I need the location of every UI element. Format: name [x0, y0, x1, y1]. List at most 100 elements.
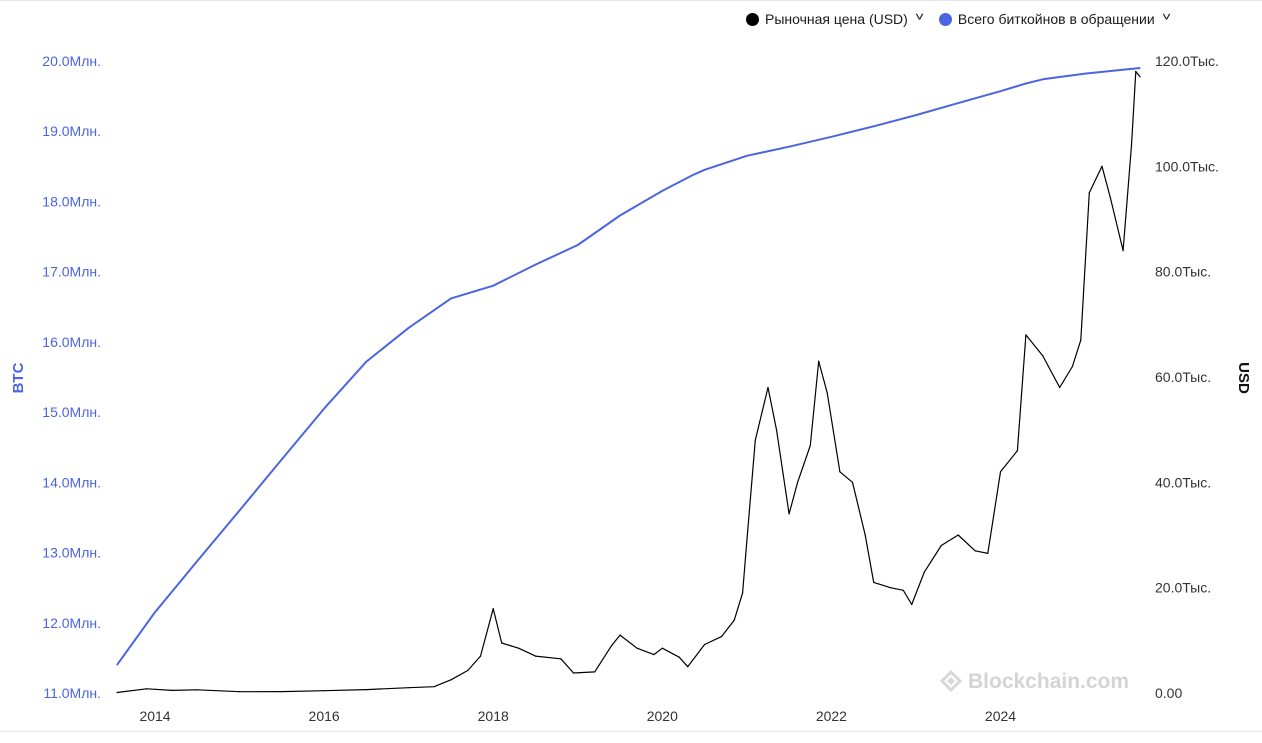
price-point	[171, 689, 173, 692]
left-tick-label: 13.0Млн.	[42, 545, 101, 561]
price-point	[923, 571, 926, 573]
price-point	[720, 636, 723, 638]
price-point	[534, 655, 537, 657]
right-tick-label: 20.0Тыс.	[1155, 580, 1211, 596]
supply-point	[619, 214, 621, 217]
price-point	[492, 608, 494, 610]
supply-point	[1025, 82, 1027, 85]
price-point	[281, 691, 283, 693]
price-point	[754, 439, 756, 441]
legend-supply-label: Всего биткойнов в обращении	[957, 11, 1155, 27]
price-point	[611, 645, 613, 647]
right-tick-label: 80.0Тыс.	[1155, 264, 1211, 280]
price-point	[940, 544, 942, 547]
price-point	[146, 688, 148, 690]
supply-point	[873, 125, 875, 127]
price-point	[116, 691, 118, 694]
price-point	[1122, 250, 1124, 252]
left-tick-label: 19.0Млн.	[42, 123, 101, 139]
supply-point	[957, 102, 959, 104]
left-tick-label: 14.0Млн.	[42, 474, 101, 490]
price-point	[408, 687, 410, 689]
price-point	[775, 429, 778, 431]
price-point	[518, 647, 520, 649]
bottom-divider	[0, 731, 1262, 732]
supply-point	[365, 361, 367, 363]
x-tick-label: 2022	[816, 708, 847, 724]
price-point	[1071, 365, 1073, 368]
price-point	[1088, 192, 1090, 194]
price-point	[704, 643, 706, 646]
right-tick-label: 40.0Тыс.	[1155, 474, 1211, 490]
price-point	[746, 539, 748, 541]
price-point	[619, 634, 621, 636]
blockchain-logo-icon	[939, 669, 963, 693]
series-lines	[116, 67, 1141, 694]
supply-point	[534, 264, 537, 266]
left-tick-label: 18.0Млн.	[42, 193, 101, 209]
price-point	[365, 689, 367, 691]
price-point	[809, 444, 811, 447]
price-point	[687, 666, 689, 668]
price-point	[467, 669, 469, 672]
left-tick-label: 16.0Млн.	[42, 334, 101, 350]
price-point	[1135, 70, 1137, 73]
chart-legend: Рыночная цена (USD) ˅ Всего биткойнов в …	[746, 10, 1171, 27]
price-point	[450, 679, 452, 681]
supply-point	[746, 155, 748, 157]
price-point	[501, 642, 503, 644]
x-tick-label: 2016	[309, 708, 340, 724]
price-point	[742, 592, 744, 594]
price-point	[196, 689, 198, 691]
price-point	[1101, 165, 1103, 167]
supply-point	[450, 297, 452, 299]
price-point	[636, 647, 638, 649]
price-point	[733, 619, 735, 621]
chevron-down-icon[interactable]: ˅	[1161, 10, 1171, 24]
price-point	[1025, 334, 1027, 336]
right-tick-label: 100.0Тыс.	[1155, 158, 1219, 174]
supply-point	[1084, 73, 1086, 75]
supply-series-line	[116, 67, 1141, 666]
price-series-dot-icon	[746, 12, 759, 26]
price-point	[1016, 450, 1019, 452]
x-axis: 2014 2016 2018 2020 2022 2024	[139, 708, 1016, 724]
supply-point	[1139, 67, 1141, 69]
supply-point	[915, 114, 917, 116]
price-point	[873, 581, 875, 584]
x-tick-label: 2018	[478, 708, 509, 724]
left-tick-label: 17.0Млн.	[42, 264, 101, 280]
price-series-line	[116, 70, 1141, 694]
supply-point	[492, 285, 494, 287]
supply-point	[999, 90, 1002, 92]
price-point	[987, 552, 989, 555]
price-point	[957, 534, 959, 536]
supply-point	[661, 190, 663, 192]
price-point	[864, 534, 866, 536]
chevron-down-icon[interactable]: ˅	[914, 10, 924, 24]
price-point	[678, 656, 680, 658]
x-tick-label: 2014	[139, 708, 170, 724]
price-point	[767, 386, 769, 389]
price-point	[488, 623, 490, 626]
x-tick-label: 2020	[647, 708, 678, 724]
legend-item-price[interactable]: Рыночная цена (USD) ˅	[746, 10, 924, 27]
price-point	[1109, 197, 1111, 199]
price-point	[1130, 144, 1133, 146]
supply-point	[408, 327, 410, 329]
price-point	[239, 691, 241, 693]
price-point	[1139, 76, 1141, 78]
price-point	[433, 686, 435, 688]
price-point	[560, 658, 562, 660]
right-axis: 0.00 20.0Тыс. 40.0Тыс. 60.0Тыс. 80.0Тыс. 100.…	[1155, 53, 1219, 701]
price-point	[1080, 339, 1082, 341]
left-tick-label: 15.0Млн.	[42, 404, 101, 420]
supply-point	[577, 244, 579, 246]
left-tick-label: 11.0Млн.	[43, 685, 101, 701]
supply-point	[154, 611, 156, 613]
right-tick-label: 60.0Тыс.	[1155, 369, 1211, 385]
legend-item-supply[interactable]: Всего биткойнов в обращении ˅	[938, 10, 1171, 27]
legend-price-label: Рыночная цена (USD)	[765, 11, 908, 27]
price-point	[323, 690, 325, 692]
